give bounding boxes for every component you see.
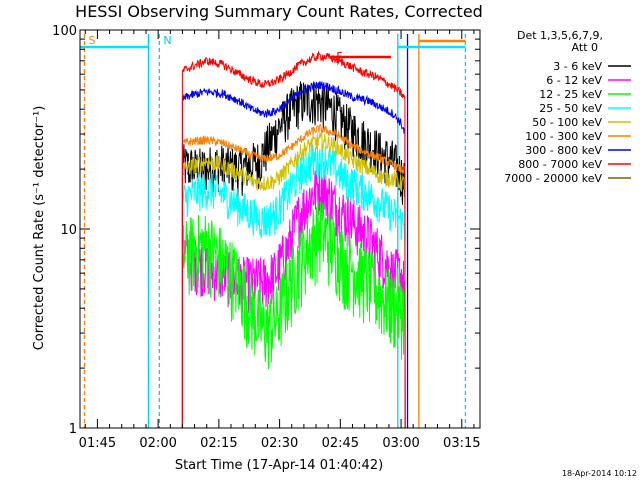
x-tick-label: 02:45 bbox=[322, 436, 359, 451]
chart-title: HESSI Observing Summary Count Rates, Cor… bbox=[75, 2, 483, 21]
series-line-5 bbox=[181, 124, 406, 429]
x-tick-label: 02:00 bbox=[139, 436, 176, 451]
legend-label: 12 - 25 keV bbox=[539, 88, 602, 101]
legend-header-line-2: Att 0 bbox=[572, 41, 598, 54]
plot-frame bbox=[79, 29, 481, 429]
axes: 01:45 02:00 02:15 02:30 02:45 03:00 03:15 1 10 10… bbox=[52, 24, 480, 451]
y-tick-label: 100 bbox=[52, 24, 77, 39]
x-tick-label: 02:30 bbox=[261, 436, 298, 451]
legend-label: 6 - 12 keV bbox=[546, 74, 602, 87]
plot-area: S N F bbox=[80, 34, 467, 429]
series-line-4 bbox=[181, 132, 406, 429]
legend-header-line-1: Det 1,3,5,6,7,9, bbox=[517, 29, 603, 42]
footer-timestamp: 18-Apr-2014 10:12 bbox=[562, 469, 637, 478]
x-axis-label: Start Time (17-Apr-14 01:40:42) bbox=[175, 458, 383, 473]
x-tick-label: 03:15 bbox=[443, 436, 480, 451]
x-tick-label: 02:15 bbox=[200, 436, 237, 451]
legend-label: 100 - 300 keV bbox=[525, 130, 602, 143]
legend-label: 25 - 50 keV bbox=[539, 102, 602, 115]
series-line-2 bbox=[181, 200, 406, 429]
series-line-6 bbox=[181, 80, 406, 429]
legend-label: 3 - 6 keV bbox=[553, 60, 602, 73]
legend-label: 50 - 100 keV bbox=[532, 116, 602, 129]
series-line-1 bbox=[181, 163, 406, 429]
legend-label: 7000 - 20000 keV bbox=[504, 172, 602, 185]
y-axis-label: Corrected Count Rate (s⁻¹ detector⁻¹) bbox=[32, 106, 47, 351]
annotation-f: F bbox=[336, 50, 342, 63]
legend-label: 800 - 7000 keV bbox=[518, 158, 602, 171]
x-tick-label: 03:00 bbox=[382, 436, 419, 451]
annotation-n: N bbox=[163, 34, 171, 47]
series-line-7 bbox=[181, 50, 406, 429]
series-line-3 bbox=[181, 142, 406, 429]
y-tick-label: 10 bbox=[60, 223, 77, 238]
x-tick-label: 01:45 bbox=[79, 436, 116, 451]
annotation-s: S bbox=[88, 34, 95, 47]
y-tick-label: 1 bbox=[69, 422, 77, 437]
legend-label: 300 - 800 keV bbox=[525, 144, 602, 157]
